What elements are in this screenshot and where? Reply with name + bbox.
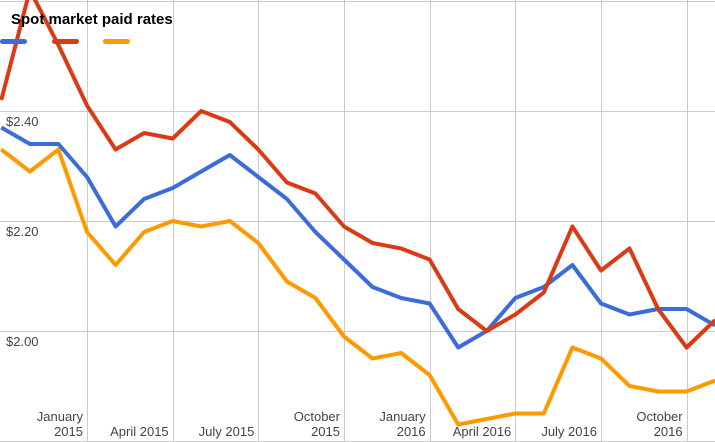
legend-swatch-series_1_blue [0, 39, 27, 44]
x-axis-label: July 2015 [198, 424, 255, 439]
x-axis-label: July 2016 [541, 424, 597, 439]
x-axis-label: October 2015 [293, 409, 340, 439]
x-axis-label: April 2016 [452, 424, 512, 439]
legend-swatch-series_3_orange [103, 39, 130, 44]
series-line-3 [0, 147, 715, 427]
legend-swatch-series_2_red [52, 39, 79, 44]
chart-title: Spot market paid rates [11, 11, 173, 28]
series-line-1 [0, 125, 715, 350]
x-axis-label: January 2016 [379, 409, 426, 439]
y-axis-label: $2.00 [6, 334, 39, 349]
x-axis-label: October 2016 [636, 409, 683, 439]
x-axis-label: January 2015 [36, 409, 83, 439]
y-axis-label: $2.40 [6, 114, 39, 129]
series-line-2 [0, 0, 715, 350]
y-axis-label: $2.20 [6, 224, 39, 239]
x-axis-label: April 2015 [110, 424, 169, 439]
